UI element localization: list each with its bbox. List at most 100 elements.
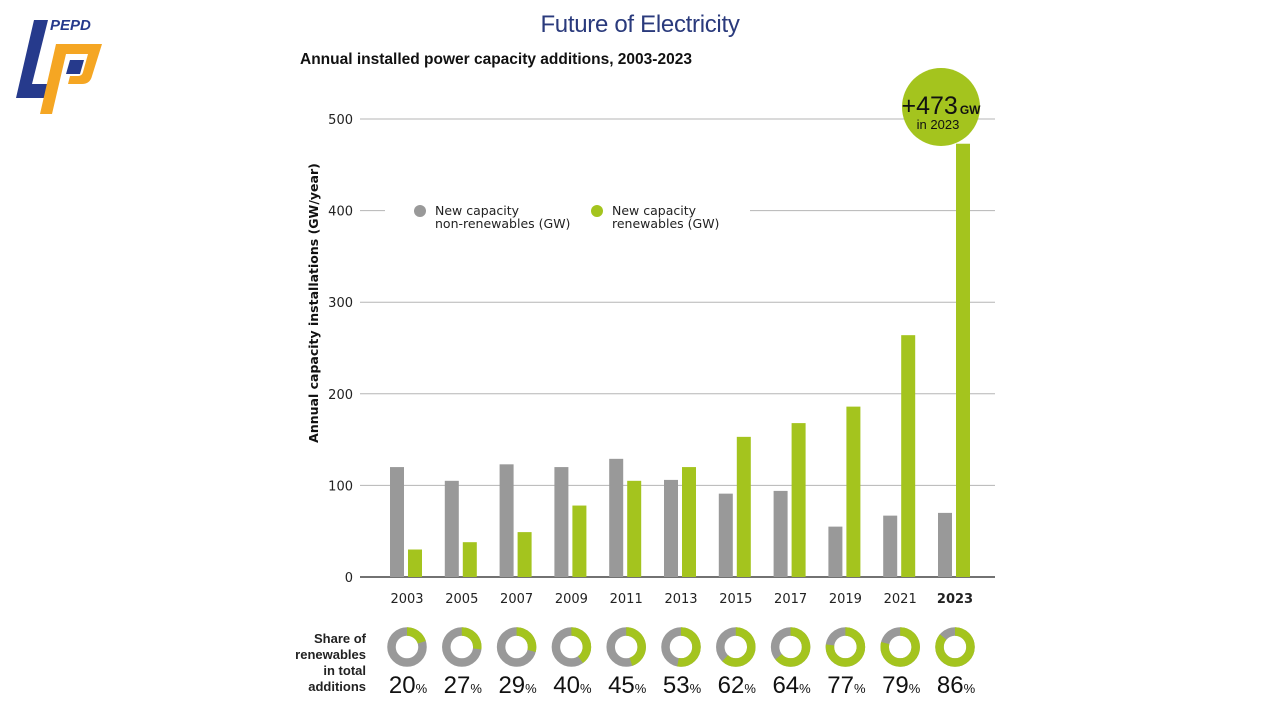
pepd-logo-icon: PEPD — [16, 17, 102, 114]
share-percentage: 62% — [718, 672, 757, 699]
share-unit: % — [964, 681, 976, 696]
bar-non-renewables — [938, 512, 952, 577]
share-percentage: 53% — [663, 672, 702, 699]
bars — [390, 143, 970, 577]
y-tick-label: 500 — [328, 113, 353, 128]
bar-renewables — [572, 505, 587, 577]
bar-renewables — [462, 542, 477, 577]
x-tick-label: 2023 — [937, 592, 973, 607]
share-unit: % — [854, 681, 866, 696]
share-unit: % — [799, 681, 811, 696]
share-label: Share of renewables in total additions — [295, 631, 366, 694]
x-axis-ticks: 2003 2005 2007 2009 2011 2013 2015 2017 2019 2021… — [390, 592, 973, 607]
legend-marker-renewables — [591, 205, 603, 217]
share-unit: % — [690, 681, 702, 696]
share-donut-renewables — [387, 627, 427, 667]
share-value: 53 — [663, 672, 690, 699]
bar-renewables — [627, 480, 642, 577]
share-unit: % — [416, 681, 428, 696]
share-value: 62 — [718, 672, 745, 699]
legend-label-non-renewables-line1: New capacity — [435, 203, 520, 218]
gridlines: 0 100 200 300 400 500 — [328, 113, 995, 586]
legend: New capacity non-renewables (GW) New cap… — [385, 198, 750, 232]
share-percentage: 64% — [772, 672, 811, 699]
annotation-badge: +473 GW in 2023 — [902, 68, 982, 146]
share-donut-renewables — [716, 627, 756, 667]
x-tick-label: 2003 — [390, 592, 423, 607]
share-label-line4: additions — [308, 679, 366, 694]
share-value: 79 — [882, 672, 909, 699]
logo-text: PEPD — [50, 17, 91, 34]
share-donut-renewables — [551, 627, 592, 667]
share-donut-renewables — [880, 627, 920, 667]
x-tick-label: 2019 — [829, 592, 862, 607]
y-tick-label: 100 — [328, 479, 353, 494]
share-percentage: 27% — [444, 672, 483, 699]
y-tick-label: 0 — [345, 571, 353, 586]
annotation-circle — [902, 68, 980, 146]
bar-non-renewables — [554, 467, 569, 577]
share-unit: % — [744, 681, 756, 696]
share-value: 40 — [553, 672, 580, 699]
share-percentage: 86% — [937, 672, 976, 699]
share-value: 64 — [772, 672, 799, 699]
share-value: 45 — [608, 672, 635, 699]
page-title: Future of Electricity — [540, 11, 740, 38]
y-tick-label: 200 — [328, 388, 353, 403]
share-label-line2: renewables — [295, 647, 366, 662]
share-label-line3: in total — [323, 663, 366, 678]
y-tick-label: 300 — [328, 296, 353, 311]
bar-renewables — [682, 467, 696, 577]
bar-renewables — [517, 532, 532, 577]
share-donut-renewables — [606, 627, 646, 667]
annotation-unit: GW — [960, 103, 981, 117]
bar-non-renewables — [718, 493, 733, 577]
bar-renewables — [901, 335, 916, 577]
share-percentage: 20% — [389, 672, 428, 699]
share-unit: % — [525, 681, 537, 696]
x-tick-label: 2007 — [500, 592, 533, 607]
bar-renewables — [736, 436, 751, 577]
legend-label-renewables-line1: New capacity — [612, 203, 697, 218]
x-tick-label: 2005 — [445, 592, 478, 607]
share-unit: % — [635, 681, 647, 696]
bar-non-renewables — [883, 515, 898, 577]
share-percentage: 77% — [827, 672, 866, 699]
share-donut-renewables — [825, 627, 866, 667]
y-axis-label: Annual capacity installations (GW/year) — [306, 163, 321, 443]
chart-title: Annual installed power capacity addition… — [300, 51, 692, 68]
bar-renewables — [846, 406, 861, 577]
legend-marker-non-renewables — [414, 205, 426, 217]
share-value: 29 — [498, 672, 525, 699]
share-donut-renewables — [661, 627, 701, 667]
share-percentage: 29% — [498, 672, 537, 699]
share-percentage: 40% — [553, 672, 592, 699]
share-donut-renewables — [770, 627, 811, 667]
bar-non-renewables — [499, 464, 514, 577]
y-tick-label: 400 — [328, 205, 353, 220]
share-donuts: 20% 27% 29% 40% 45% 53% 62% 64% 77% 79% 86% — [387, 627, 976, 699]
x-tick-label: 2017 — [774, 592, 807, 607]
x-tick-label: 2011 — [610, 592, 643, 607]
x-tick-label: 2013 — [664, 592, 697, 607]
bar-non-renewables — [828, 526, 843, 577]
share-value: 77 — [827, 672, 854, 699]
bar-non-renewables — [390, 467, 404, 577]
share-donut-renewables — [496, 627, 537, 667]
bar-non-renewables — [444, 480, 459, 577]
share-value: 86 — [937, 672, 964, 699]
legend-label-renewables-line2: renewables (GW) — [612, 216, 719, 231]
bar-non-renewables — [773, 490, 788, 577]
bar-renewables — [956, 143, 970, 577]
share-unit: % — [580, 681, 592, 696]
share-value: 27 — [444, 672, 471, 699]
bar-non-renewables — [664, 479, 678, 577]
x-tick-label: 2021 — [884, 592, 917, 607]
bar-renewables — [408, 549, 422, 577]
share-value: 20 — [389, 672, 416, 699]
share-donut-renewables — [442, 627, 482, 667]
annotation-value: +473 — [902, 92, 958, 120]
share-percentage: 79% — [882, 672, 921, 699]
share-percentage: 45% — [608, 672, 647, 699]
